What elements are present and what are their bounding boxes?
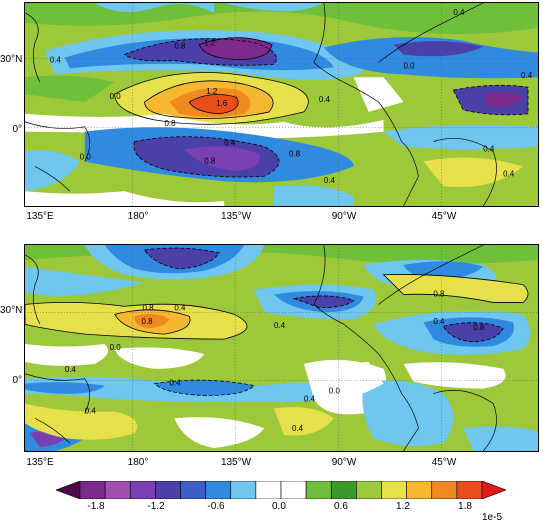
contour-label: 0.4 — [503, 169, 515, 178]
map-field-top: 0.8 1.2 0.4 0.0 1.2 1.6 0.8 0.4 0.4 0.8 … — [25, 3, 538, 206]
contour-label: 0.4 — [224, 139, 236, 148]
contour-label: 0.4 — [304, 395, 316, 404]
contour-label: 0.8 — [142, 317, 154, 326]
contour-label: 1.2 — [206, 87, 218, 96]
lon-label-180-bottom: 180° — [127, 457, 149, 468]
contour-label: 0.8 — [473, 323, 485, 332]
colorbar-tick-label: -1.2 — [147, 501, 165, 512]
colorbar-tick-label: 0.6 — [334, 501, 348, 512]
lat-label-30n-bottom: 30°N — [0, 305, 23, 316]
contour-label: 0.4 — [174, 303, 186, 312]
contour-label: 0.8 — [204, 156, 216, 165]
colorbar-swatch — [155, 480, 181, 500]
colorbar-swatch — [456, 480, 483, 500]
lon-label-135w-bottom: 135°W — [220, 457, 252, 468]
colorbar-tick-label: 1.2 — [396, 501, 410, 512]
colorbar — [55, 480, 507, 500]
contour-label: 0.8 — [164, 119, 176, 128]
lon-label-45w-top: 45°W — [431, 211, 457, 222]
colorbar-swatch — [356, 480, 382, 500]
contour-label: 0.4 — [292, 424, 304, 433]
contour-label: 0.4 — [85, 406, 97, 415]
contour-label: 0.8 — [143, 303, 155, 312]
contour-label: 0.0 — [404, 61, 416, 70]
colorbar-swatch — [180, 480, 206, 500]
lon-label-135w-top: 135°W — [220, 211, 252, 222]
colorbar-swatch — [104, 480, 131, 500]
lon-label-135e-top: 135°E — [26, 211, 54, 222]
colorbar-swatch — [280, 480, 307, 500]
contour-label: 0.4 — [433, 317, 445, 326]
colorbar-swatch — [330, 480, 357, 500]
contour-label: 0.0 — [329, 387, 341, 396]
lon-label-180-top: 180° — [127, 211, 149, 222]
colorbar-swatch — [481, 480, 507, 500]
lon-label-45w-bottom: 45°W — [431, 457, 457, 468]
colorbar-swatch — [255, 480, 282, 500]
colorbar-tick-label: 1.8 — [458, 501, 472, 512]
contour-label: 0.4 — [65, 365, 77, 374]
colorbar-swatch — [129, 480, 156, 500]
map-panel-top: 0.8 1.2 0.4 0.0 1.2 1.6 0.8 0.4 0.4 0.8 … — [24, 2, 539, 207]
contour-label: 0.4 — [521, 71, 533, 80]
colorbar-scale-label: 1e-5 — [482, 512, 503, 523]
contour-label: 0.4 — [274, 321, 286, 330]
colorbar-swatch — [205, 480, 232, 500]
colorbar-swatches — [55, 480, 507, 500]
lon-label-135e-bottom: 135°E — [26, 457, 54, 468]
colorbar-swatch — [230, 480, 257, 500]
lon-label-90w-top: 90°W — [331, 211, 357, 222]
colorbar-swatch — [55, 480, 81, 500]
lon-label-90w-bottom: 90°W — [331, 457, 357, 468]
contour-label: 1.6 — [216, 99, 228, 108]
colorbar-swatch — [305, 480, 332, 500]
colorbar-swatch — [406, 480, 433, 500]
colorbar-swatch — [381, 480, 407, 500]
lat-label-30n-top: 30°N — [0, 54, 23, 65]
lat-label-0-bottom: 0° — [12, 375, 22, 386]
contour-label: 0.0 — [110, 343, 122, 352]
contour-label: 0.4 — [319, 95, 331, 104]
contour-label: 0.4 — [453, 8, 465, 17]
lat-label-0-top: 0° — [12, 124, 22, 135]
contour-label: 0.0 — [110, 92, 122, 101]
contour-label: 1.2 — [204, 39, 216, 48]
colorbar-swatch — [79, 480, 106, 500]
map-field-bottom: 0.8 0.4 0.8 0.0 0.4 0.8 0.4 0.8 0.4 0.4 … — [25, 245, 538, 451]
colorbar-swatch — [431, 480, 458, 500]
contour-label: 0.4 — [50, 55, 62, 64]
map-panel-bottom: 0.8 0.4 0.8 0.0 0.4 0.8 0.4 0.8 0.4 0.4 … — [24, 244, 539, 452]
contour-label: 0.4 — [324, 176, 336, 185]
colorbar-tick-label: -1.8 — [87, 501, 105, 512]
contour-label: 0.8 — [289, 150, 301, 159]
colorbar-tick-label: 0.0 — [272, 501, 286, 512]
contour-label: 0.4 — [483, 145, 495, 154]
contour-label: 0.8 — [433, 290, 445, 299]
colorbar-tick-label: -0.6 — [207, 501, 225, 512]
contour-label: 0.4 — [169, 379, 181, 388]
contour-label: 0.0 — [80, 152, 92, 161]
contour-label: 0.8 — [174, 42, 186, 51]
